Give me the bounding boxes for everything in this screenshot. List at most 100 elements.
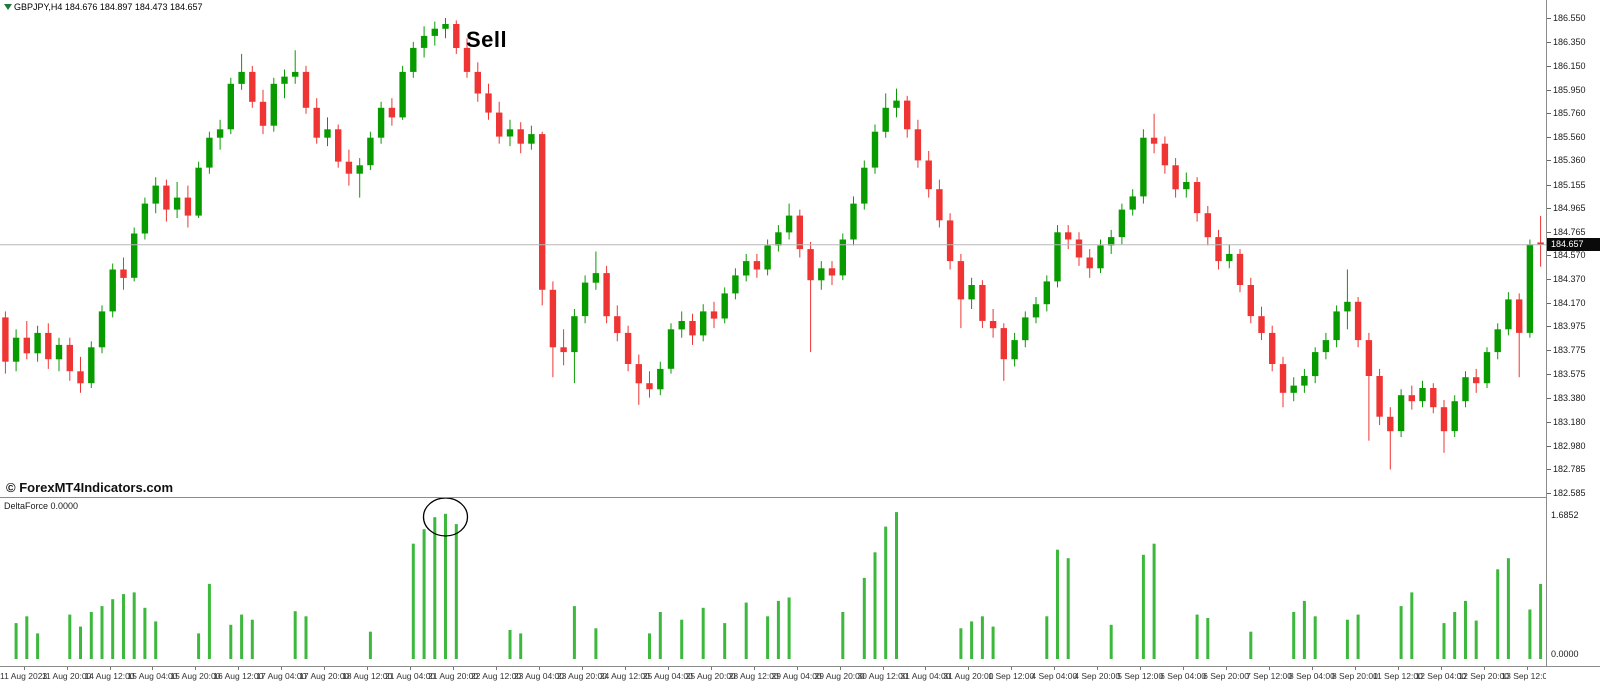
candle-body <box>1419 388 1426 402</box>
candle-body <box>1236 253 1244 285</box>
candle-body <box>614 316 621 333</box>
histogram-bar <box>1399 606 1403 659</box>
candlestick-chart[interactable] <box>0 0 1546 497</box>
time-axis-tick <box>367 667 369 670</box>
candle-body <box>925 160 932 190</box>
candle-body <box>163 185 170 210</box>
chart-indicator-separator[interactable] <box>0 497 1600 498</box>
time-axis-tick <box>453 667 455 670</box>
price-axis-label: 183.575 <box>1553 369 1586 380</box>
indicator-max-label: 1.6852 <box>1551 510 1579 521</box>
time-axis[interactable]: 11 Aug 2023 11 Aug 20:00 14 Aug 12:00 15 Au… <box>0 667 1546 691</box>
price-axis-tick <box>1547 492 1551 494</box>
candle-body <box>785 215 793 233</box>
time-axis-label: 11 Aug 2023 <box>0 671 48 681</box>
time-axis-tick <box>238 667 240 670</box>
candle-body <box>506 129 514 137</box>
histogram-bar <box>368 631 372 659</box>
price-axis-label: 186.350 <box>1553 36 1586 47</box>
candle-body <box>474 71 481 94</box>
price-axis-tick <box>1547 65 1551 67</box>
candle-body <box>936 189 943 221</box>
histogram-bar <box>207 583 211 659</box>
indicator-min-label: 0.0000 <box>1551 649 1579 659</box>
histogram-bar <box>776 600 780 659</box>
candle-body <box>946 220 954 262</box>
time-axis-label: 17 Aug 04:00 <box>256 671 307 681</box>
price-axis-tick <box>1547 421 1551 423</box>
price-axis-label: 182.785 <box>1553 463 1586 474</box>
candle-body <box>700 311 707 336</box>
candle-body <box>1183 182 1190 190</box>
time-axis-label: 23 Aug 20:00 <box>556 671 607 681</box>
histogram-bar <box>197 633 201 659</box>
price-axis-tick <box>1547 350 1551 352</box>
histogram-bar <box>701 607 705 659</box>
time-axis-tick <box>538 667 540 670</box>
candle-body <box>657 368 664 390</box>
candle-body <box>764 245 771 270</box>
time-axis-label: 22 Aug 12:00 <box>470 671 522 681</box>
histogram-bar <box>1453 612 1457 659</box>
candle-body <box>184 197 192 216</box>
time-axis-label: 13 Sep 12:00 <box>1501 671 1546 681</box>
time-axis-label: 14 Aug 12:00 <box>84 671 135 681</box>
deltaforce-histogram[interactable] <box>0 498 1546 666</box>
time-axis-label: 25 Aug 04:00 <box>642 671 693 681</box>
histogram-bar <box>1141 554 1145 659</box>
time-axis-label: 21 Aug 20:00 <box>428 671 479 681</box>
candle-body <box>1215 237 1222 262</box>
time-axis-tick <box>195 667 197 670</box>
histogram-bar <box>1152 543 1156 659</box>
candle-body <box>496 112 503 137</box>
price-axis-tick <box>1547 326 1551 328</box>
candle-body <box>410 47 417 72</box>
candle-body <box>1344 301 1351 312</box>
histogram-bar <box>1539 583 1543 659</box>
price-axis[interactable]: 184.657 1.6852 0.0000 186.550 186.350 186.… <box>1546 0 1600 666</box>
histogram-bar <box>884 526 888 659</box>
time-axis-tick <box>109 667 111 670</box>
price-axis-label: 183.975 <box>1553 321 1586 332</box>
candle-body <box>367 137 374 166</box>
time-axis-label: 23 Aug 04:00 <box>513 671 564 681</box>
price-axis-label: 183.775 <box>1553 345 1586 356</box>
candle-body <box>904 100 911 130</box>
time-axis-label: 24 Aug 12:00 <box>599 671 650 681</box>
candle-body <box>571 316 578 353</box>
time-axis-tick <box>968 667 970 670</box>
histogram-bar <box>14 623 18 659</box>
time-axis-label: 30 Aug 12:00 <box>857 671 908 681</box>
time-axis-tick <box>1226 667 1228 670</box>
candle-body <box>335 129 342 162</box>
candle-body <box>560 347 567 353</box>
candle-body <box>1161 143 1169 166</box>
price-axis-tick <box>1547 397 1551 399</box>
histogram-bar <box>1464 600 1467 659</box>
price-axis-label: 182.585 <box>1553 487 1586 498</box>
histogram-bar <box>111 599 115 659</box>
histogram-bar <box>508 630 512 659</box>
histogram-bar <box>766 616 770 659</box>
time-axis-label: 12 Sep 20:00 <box>1458 671 1510 681</box>
time-axis-tick <box>796 667 798 670</box>
candle-body <box>249 71 256 102</box>
candle-body <box>528 134 535 144</box>
candle-body <box>1505 299 1512 330</box>
histogram-bar <box>723 623 727 659</box>
time-axis-tick <box>839 667 841 670</box>
candle-body <box>775 232 782 246</box>
price-axis-label: 185.155 <box>1553 180 1586 191</box>
candle-body <box>131 233 138 278</box>
candle-body <box>34 332 41 354</box>
circle-annotation <box>422 498 469 537</box>
histogram-bar <box>991 626 995 659</box>
histogram-bar <box>250 619 254 659</box>
candle-body <box>45 332 52 360</box>
candle-body <box>1494 329 1501 353</box>
price-axis-label: 184.765 <box>1553 226 1586 237</box>
time-axis-label: 6 Sep 20:00 <box>1203 671 1249 681</box>
candle-body <box>1408 395 1415 402</box>
histogram-bar <box>680 619 684 659</box>
histogram-bar <box>572 606 576 659</box>
